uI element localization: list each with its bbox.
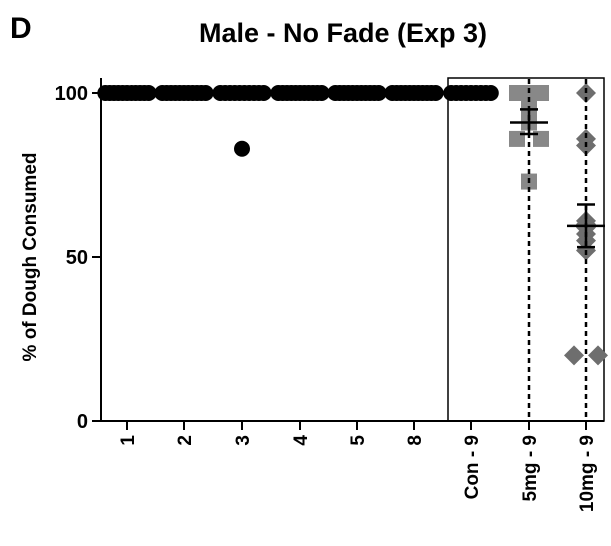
x-tick-label: 1 xyxy=(118,435,139,446)
data-point xyxy=(588,345,608,366)
data-point xyxy=(482,85,499,101)
y-tick-label: 0 xyxy=(77,411,88,433)
x-ticks: 1 2 3 4 5 8 Con - 9 5mg - 9 10mg - 9 xyxy=(118,421,598,512)
y-tick-label: 100 xyxy=(55,83,88,105)
x-tick-label: Con - 9 xyxy=(462,435,483,499)
data-point xyxy=(533,85,549,101)
data-point xyxy=(427,85,444,101)
x-tick-label: 5 xyxy=(348,435,369,446)
data-marks xyxy=(97,83,608,366)
panel-label: D xyxy=(10,12,32,45)
data-point xyxy=(197,85,214,101)
data-point xyxy=(140,85,157,101)
data-point xyxy=(234,140,250,157)
y-ticks: 0 50 100 xyxy=(55,83,101,433)
summary-marks xyxy=(223,79,605,421)
x-tick-label: 3 xyxy=(233,435,254,446)
chart-title: Male - No Fade (Exp 3) xyxy=(199,18,487,48)
x-tick-label: 10mg - 9 xyxy=(577,435,598,512)
data-point xyxy=(313,85,330,101)
inset-panel-frame xyxy=(447,77,605,422)
y-tick-label: 50 xyxy=(66,247,88,269)
x-tick-label: 5mg - 9 xyxy=(520,435,541,502)
data-point xyxy=(370,85,387,101)
x-tick-label: 2 xyxy=(175,435,196,446)
data-point xyxy=(564,345,584,366)
x-tick-label: 8 xyxy=(405,435,426,446)
x-tick-label: 4 xyxy=(291,435,312,446)
y-axis-label: % of Dough Consumed xyxy=(20,153,41,362)
data-point xyxy=(576,128,596,149)
